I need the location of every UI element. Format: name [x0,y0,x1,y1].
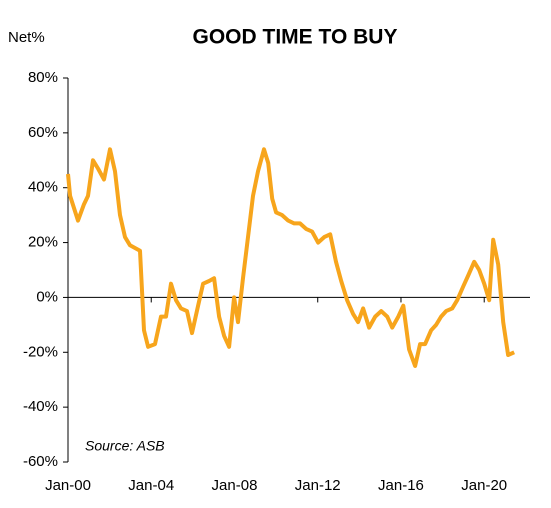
x-tick-label: Jan-20 [461,477,507,494]
y-tick-label: 60% [28,124,58,141]
x-tick-label: Jan-00 [45,477,91,494]
y-tick-label: 0% [36,288,58,305]
y-tick-label: 40% [28,179,58,196]
y-tick-label: -60% [23,453,58,470]
y-tick-label: -20% [23,343,58,360]
chart-title: GOOD TIME TO BUY [193,26,398,49]
y-axis-label: Net% [8,29,45,46]
data-line [66,147,516,368]
x-tick-label: Jan-16 [378,477,424,494]
x-tick-label: Jan-12 [295,477,341,494]
y-tick-label: -40% [23,398,58,415]
x-tick-label: Jan-08 [212,477,258,494]
annotation: Source: ASB [85,438,165,454]
y-tick-label: 80% [28,69,58,86]
x-tick-label: Jan-04 [128,477,174,494]
y-tick-label: 20% [28,234,58,251]
